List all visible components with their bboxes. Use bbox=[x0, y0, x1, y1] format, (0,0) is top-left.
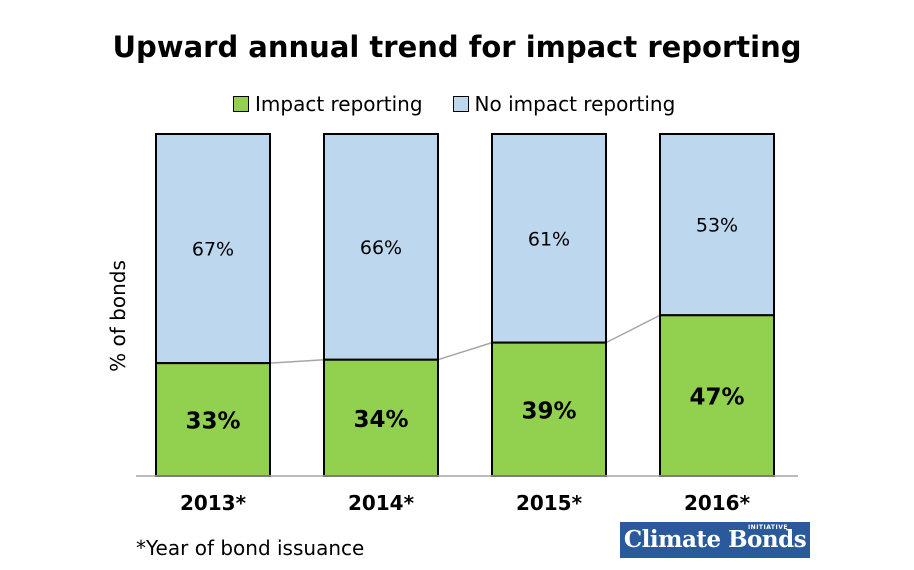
data-label-no-impact-1: 66% bbox=[360, 237, 402, 259]
data-label-no-impact-2: 61% bbox=[528, 228, 570, 250]
data-label-impact-1: 34% bbox=[353, 407, 408, 433]
series-line-2 bbox=[605, 314, 661, 344]
bar-impact-0 bbox=[155, 362, 271, 478]
logo-small-text: INITIATIVE bbox=[747, 524, 788, 531]
legend-item-impact: Impact reporting bbox=[233, 92, 423, 116]
legend: Impact reporting No impact reporting bbox=[233, 92, 705, 116]
data-label-no-impact-0: 67% bbox=[192, 239, 234, 261]
bar-impact-3 bbox=[659, 314, 775, 478]
legend-label-impact: Impact reporting bbox=[255, 92, 423, 116]
x-tick-label-3: 2016* bbox=[684, 491, 751, 515]
climate-bonds-logo: Climate Bonds INITIATIVE bbox=[620, 522, 810, 558]
legend-item-no-impact: No impact reporting bbox=[452, 92, 676, 116]
chart-title: Upward annual trend for impact reporting bbox=[112, 30, 802, 64]
footnote: *Year of bond issuance bbox=[136, 536, 365, 560]
bar-no-impact-1 bbox=[323, 133, 439, 361]
legend-label-no-impact: No impact reporting bbox=[474, 92, 676, 116]
series-line-0 bbox=[269, 358, 325, 364]
legend-swatch-impact bbox=[233, 96, 249, 112]
data-label-no-impact-3: 53% bbox=[696, 215, 738, 237]
x-tick-label-0: 2013* bbox=[180, 491, 247, 515]
x-tick-label-1: 2014* bbox=[348, 491, 415, 515]
logo-text: Climate Bonds bbox=[623, 526, 807, 553]
data-label-impact-0: 33% bbox=[185, 409, 240, 435]
x-tick-label-2: 2015* bbox=[516, 491, 583, 515]
bar-impact-1 bbox=[323, 358, 439, 477]
legend-swatch-no-impact bbox=[452, 96, 469, 112]
data-label-impact-3: 47% bbox=[689, 385, 744, 411]
bar-no-impact-0 bbox=[155, 133, 271, 365]
bar-no-impact-3 bbox=[659, 133, 775, 317]
series-line-1 bbox=[437, 341, 493, 361]
data-label-impact-2: 39% bbox=[521, 398, 576, 424]
